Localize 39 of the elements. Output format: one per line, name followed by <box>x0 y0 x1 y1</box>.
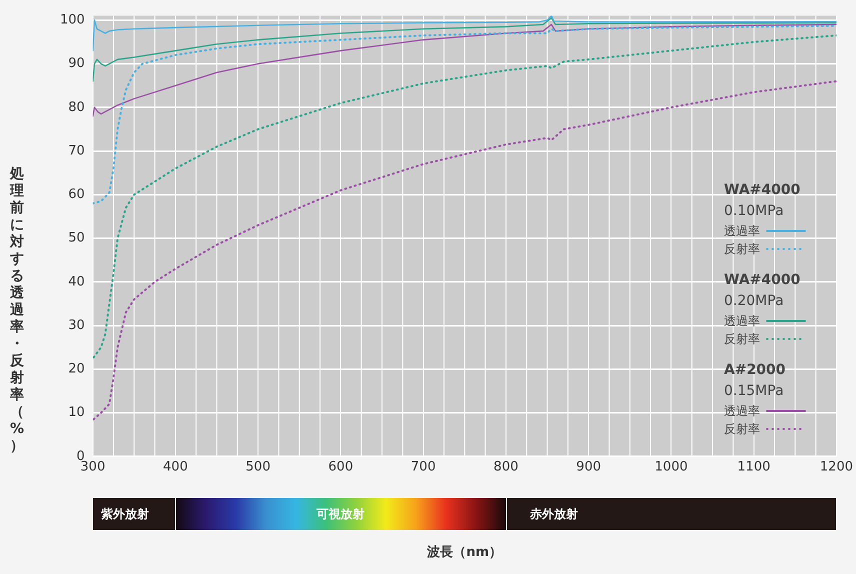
line-series <box>92 34 836 358</box>
y-tick-label: 80 <box>68 100 85 115</box>
x-tick-label: 700 <box>410 460 436 475</box>
annotation: 0.15MPa <box>724 382 785 401</box>
x-tick-label: 1200 <box>820 460 854 475</box>
x-tick-label: 1100 <box>737 460 770 475</box>
y-tick-label: 40 <box>68 274 85 290</box>
annotation: 0.10MPa <box>724 202 785 221</box>
annotation: WA#4000 <box>724 181 802 200</box>
y-tick-label: 60 <box>68 187 85 202</box>
y-tick-label: 20 <box>68 362 85 377</box>
legend-label: 透過率 <box>724 223 760 239</box>
text: 紫外放射 <box>100 506 149 522</box>
x-tick-label: 800 <box>494 460 518 475</box>
y-tick-label: 70 <box>68 143 85 158</box>
legend-label: 反射率 <box>724 331 760 347</box>
annotation: WA#4000 <box>724 271 802 290</box>
y-tick-label: 30 <box>68 318 85 333</box>
legend-label: 反射率 <box>724 241 760 257</box>
x-tick-label: 900 <box>576 460 601 475</box>
text: 赤外放射 <box>530 506 578 522</box>
annotation: A#2000 <box>724 361 787 380</box>
y-tick-label: 100 <box>60 12 85 28</box>
x-tick-label: 400 <box>163 460 188 475</box>
legend-label: 反射率 <box>724 421 760 437</box>
text: 処理前に対する透過率・反射率（%） <box>10 166 24 454</box>
y-tick-label: 50 <box>68 230 85 246</box>
line-series <box>92 80 836 420</box>
annotation: 0.20MPa <box>724 292 785 311</box>
x-tick-label: 1000 <box>654 460 688 475</box>
line-series <box>92 24 836 204</box>
x-tick-label: 600 <box>328 460 354 475</box>
y-tick-label: 90 <box>68 56 85 72</box>
legend-label: 透過率 <box>724 313 760 329</box>
x-tick-label: 500 <box>246 460 270 475</box>
y-tick-label: 10 <box>68 405 85 420</box>
text: 可視放射 <box>316 506 365 522</box>
legend-label: 透過率 <box>724 403 760 419</box>
text: 波長（nm） <box>426 544 502 560</box>
